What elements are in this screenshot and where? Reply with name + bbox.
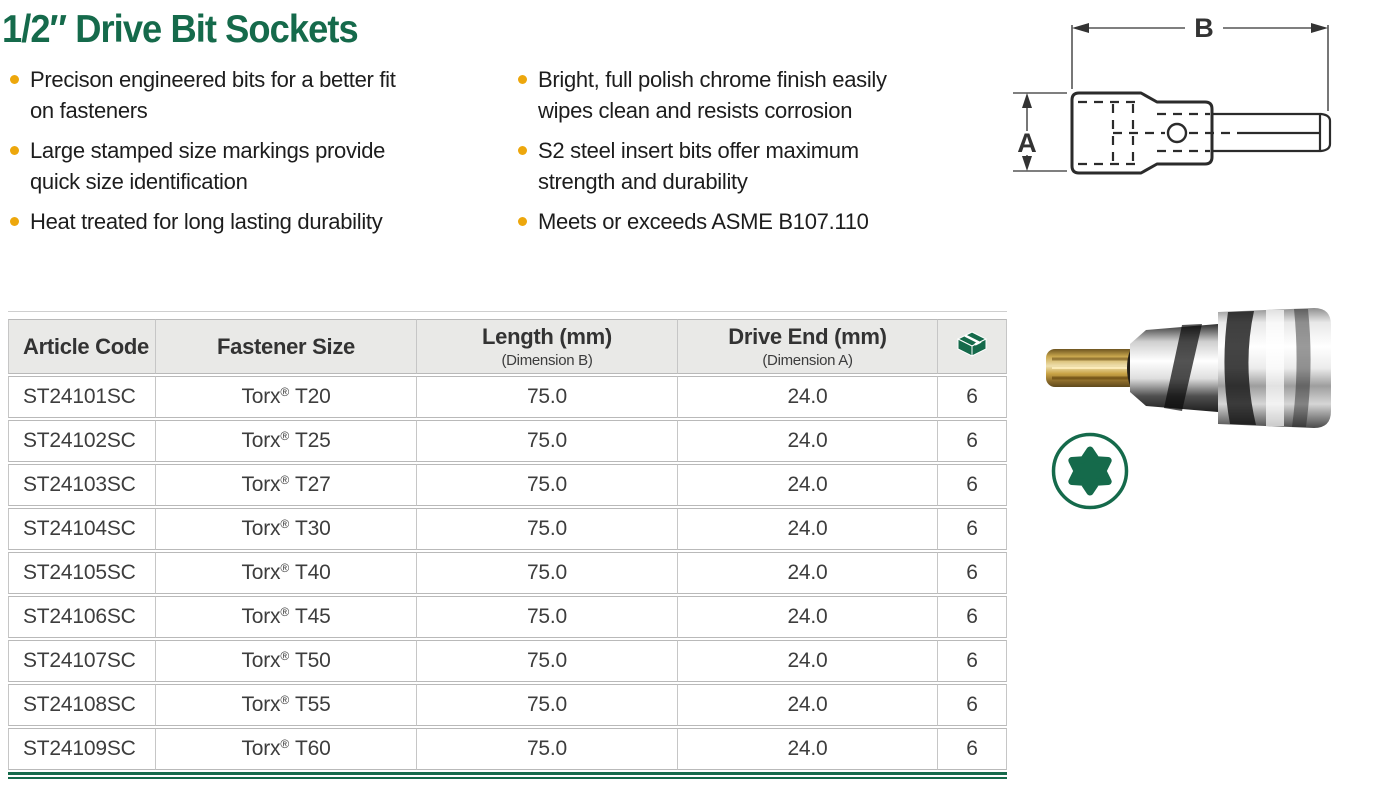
feature-item: S2 steel insert bits offer maximum stren… — [518, 135, 978, 197]
feature-text: Meets or exceeds ASME B107.110 — [538, 209, 869, 234]
pack-qty-cell: 6 — [938, 420, 1007, 462]
table-row: ST24104SC Torx® T30 75.0 24.0 6 — [8, 508, 1007, 550]
article-code-cell: ST24109SC — [8, 728, 156, 770]
fastener-size-cell: Torx® T30 — [156, 508, 417, 550]
feature-list-left: Precison engineered bits for a better fi… — [10, 64, 488, 246]
torx-bit-socket-photo — [1046, 308, 1331, 428]
torx-profile-icon — [1051, 432, 1129, 510]
article-code-cell: ST24106SC — [8, 596, 156, 638]
table-header-row: Article Code Fastener Size Length (mm) (… — [8, 319, 1007, 374]
fastener-size-cell: Torx® T40 — [156, 552, 417, 594]
table-top-rule — [8, 311, 1007, 312]
length-cell: 75.0 — [417, 728, 678, 770]
fastener-size-cell: Torx® T50 — [156, 640, 417, 682]
pack-qty-cell: 6 — [938, 596, 1007, 638]
length-cell: 75.0 — [417, 552, 678, 594]
bullet-icon — [518, 146, 527, 155]
bullet-icon — [10, 75, 19, 84]
hex-shaft-outline — [1212, 112, 1332, 153]
article-code-cell: ST24105SC — [8, 552, 156, 594]
col-header-pack-qty — [938, 319, 1007, 374]
length-cell: 75.0 — [417, 684, 678, 726]
package-icon — [956, 330, 988, 357]
article-code-cell: ST24102SC — [8, 420, 156, 462]
feature-text: Precison engineered bits for a better fi… — [30, 67, 396, 123]
arrowhead-left — [1072, 23, 1089, 33]
col-header-drive-end: Drive End (mm) (Dimension A) — [678, 319, 938, 374]
table-row: ST24105SC Torx® T40 75.0 24.0 6 — [8, 552, 1007, 594]
length-cell: 75.0 — [417, 596, 678, 638]
dimension-a-label: A — [1017, 128, 1037, 158]
page-title: 1/2″ Drive Bit Sockets — [2, 8, 359, 51]
fastener-size-cell: Torx® T20 — [156, 376, 417, 418]
length-cell: 75.0 — [417, 464, 678, 506]
feature-item: Meets or exceeds ASME B107.110 — [518, 206, 978, 237]
drive-end-cell: 24.0 — [678, 684, 938, 726]
table-row: ST24108SC Torx® T55 75.0 24.0 6 — [8, 684, 1007, 726]
dimension-b-label: B — [1194, 13, 1214, 43]
pack-qty-cell: 6 — [938, 728, 1007, 770]
pack-qty-cell: 6 — [938, 376, 1007, 418]
drive-end-cell: 24.0 — [678, 596, 938, 638]
feature-text: S2 steel insert bits offer maximum stren… — [538, 138, 859, 194]
col-header-length: Length (mm) (Dimension B) — [417, 319, 678, 374]
pack-qty-cell: 6 — [938, 684, 1007, 726]
feature-text: Bright, full polish chrome finish easily… — [538, 67, 887, 123]
drive-end-cell: 24.0 — [678, 728, 938, 770]
arrowhead-down — [1022, 156, 1032, 171]
article-code-cell: ST24108SC — [8, 684, 156, 726]
fastener-size-cell: Torx® T45 — [156, 596, 417, 638]
pack-qty-cell: 6 — [938, 552, 1007, 594]
arrowhead-right — [1311, 23, 1328, 33]
pack-qty-cell: 6 — [938, 508, 1007, 550]
length-cell: 75.0 — [417, 376, 678, 418]
fastener-size-cell: Torx® T25 — [156, 420, 417, 462]
length-cell: 75.0 — [417, 508, 678, 550]
bullet-icon — [10, 217, 19, 226]
drive-end-cell: 24.0 — [678, 552, 938, 594]
col-header-article-code: Article Code — [8, 319, 156, 374]
article-code-cell: ST24104SC — [8, 508, 156, 550]
pack-qty-cell: 6 — [938, 464, 1007, 506]
length-cell: 75.0 — [417, 640, 678, 682]
col-header-fastener-size: Fastener Size — [156, 319, 417, 374]
table-row: ST24102SC Torx® T25 75.0 24.0 6 — [8, 420, 1007, 462]
article-code-cell: ST24101SC — [8, 376, 156, 418]
table-bottom-rule — [8, 772, 1007, 779]
drive-end-cell: 24.0 — [678, 640, 938, 682]
drive-end-cell: 24.0 — [678, 376, 938, 418]
article-code-cell: ST24107SC — [8, 640, 156, 682]
length-cell: 75.0 — [417, 420, 678, 462]
fastener-size-cell: Torx® T55 — [156, 684, 417, 726]
torx-star-icon — [1068, 446, 1112, 496]
drive-end-cell: 24.0 — [678, 508, 938, 550]
feature-text: Heat treated for long lasting durability — [30, 209, 383, 234]
article-code-cell: ST24103SC — [8, 464, 156, 506]
arrowhead-up — [1022, 93, 1032, 108]
table-row: ST24109SC Torx® T60 75.0 24.0 6 — [8, 728, 1007, 770]
table-row: ST24101SC Torx® T20 75.0 24.0 6 — [8, 376, 1007, 418]
feature-item: Heat treated for long lasting durability — [10, 206, 488, 237]
drive-end-cell: 24.0 — [678, 420, 938, 462]
dimension-diagram: B A — [1013, 13, 1332, 175]
bullet-icon — [518, 75, 527, 84]
spec-table-section: Article Code Fastener Size Length (mm) (… — [8, 311, 1007, 779]
bullet-icon — [10, 146, 19, 155]
pin-hole — [1166, 122, 1188, 144]
table-row: ST24107SC Torx® T50 75.0 24.0 6 — [8, 640, 1007, 682]
feature-item: Precison engineered bits for a better fi… — [10, 64, 488, 126]
feature-item: Large stamped size markings provide quic… — [10, 135, 488, 197]
table-row: ST24106SC Torx® T45 75.0 24.0 6 — [8, 596, 1007, 638]
feature-text: Large stamped size markings provide quic… — [30, 138, 386, 194]
fastener-size-cell: Torx® T60 — [156, 728, 417, 770]
feature-list-right: Bright, full polish chrome finish easily… — [518, 64, 978, 246]
feature-item: Bright, full polish chrome finish easily… — [518, 64, 978, 126]
bullet-icon — [518, 217, 527, 226]
spec-table: Article Code Fastener Size Length (mm) (… — [8, 317, 1007, 772]
drive-end-cell: 24.0 — [678, 464, 938, 506]
table-row: ST24103SC Torx® T27 75.0 24.0 6 — [8, 464, 1007, 506]
pack-qty-cell: 6 — [938, 640, 1007, 682]
fastener-size-cell: Torx® T27 — [156, 464, 417, 506]
